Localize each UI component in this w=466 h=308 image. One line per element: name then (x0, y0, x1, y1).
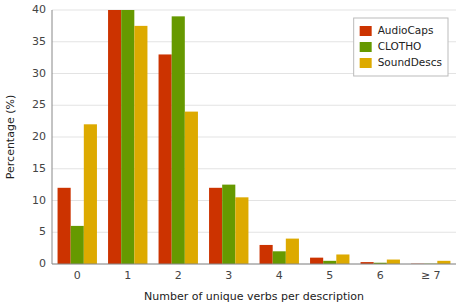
bar (222, 185, 235, 264)
bar (159, 54, 172, 264)
bars (58, 10, 451, 264)
grid (52, 10, 456, 264)
y-tick-label: 25 (32, 98, 46, 111)
bar (84, 124, 97, 264)
x-tick-label: 4 (276, 269, 283, 282)
bar (387, 260, 400, 264)
bar (134, 26, 147, 264)
legend-swatch (360, 58, 372, 68)
bar (235, 197, 248, 264)
x-tick-label: 5 (326, 269, 333, 282)
bar (310, 258, 323, 264)
legend-item: SoundDescs (360, 56, 442, 68)
x-tick-label: 0 (74, 269, 81, 282)
bar (273, 251, 286, 264)
y-tick-label: 15 (32, 162, 46, 175)
legend-label: AudioCaps (378, 24, 434, 36)
x-axis-line (52, 264, 456, 265)
x-tick-label: 2 (175, 269, 182, 282)
bar (121, 10, 134, 264)
y-axis-label: Percentage (%) (4, 95, 17, 179)
x-tick-label: 1 (124, 269, 131, 282)
bar (172, 16, 185, 264)
legend-swatch (360, 26, 372, 36)
bar (185, 112, 198, 264)
x-tick-label: 3 (225, 269, 232, 282)
y-tick-label: 0 (39, 257, 46, 270)
bar (58, 188, 71, 264)
legend-box (354, 18, 448, 76)
legend-label: CLOTHO (378, 40, 422, 52)
legend: AudioCaps CLOTHO SoundDescs (354, 18, 448, 76)
legend-item: AudioCaps (360, 24, 434, 36)
y-tick-label: 10 (32, 194, 46, 207)
bar (286, 239, 299, 264)
x-axis-label: Number of unique verbs per description (144, 290, 364, 303)
y-tick-label: 20 (32, 130, 46, 143)
bar (336, 254, 349, 264)
bar (209, 188, 222, 264)
y-tick-label: 30 (32, 67, 46, 80)
legend-item: CLOTHO (360, 40, 422, 52)
grid-line (52, 264, 456, 265)
bar (108, 10, 121, 264)
x-tick-label: ≥ 7 (421, 269, 441, 282)
legend-swatch (360, 42, 372, 52)
y-tick-label: 35 (32, 35, 46, 48)
chart: 0 5 10 15 20 25 30 35 40 0 1 2 3 4 5 6 ≥ 7 Number of uniq… (0, 0, 466, 308)
bar (260, 245, 273, 264)
y-tick-label: 40 (32, 3, 46, 16)
x-tick-label: 6 (377, 269, 384, 282)
y-axis-line (52, 10, 53, 264)
y-tick-label: 5 (39, 225, 46, 238)
legend-label: SoundDescs (378, 56, 442, 68)
bar (71, 226, 84, 264)
chart-container: 0 5 10 15 20 25 30 35 40 0 1 2 3 4 5 6 ≥ 7 Number of uniq… (0, 0, 466, 308)
